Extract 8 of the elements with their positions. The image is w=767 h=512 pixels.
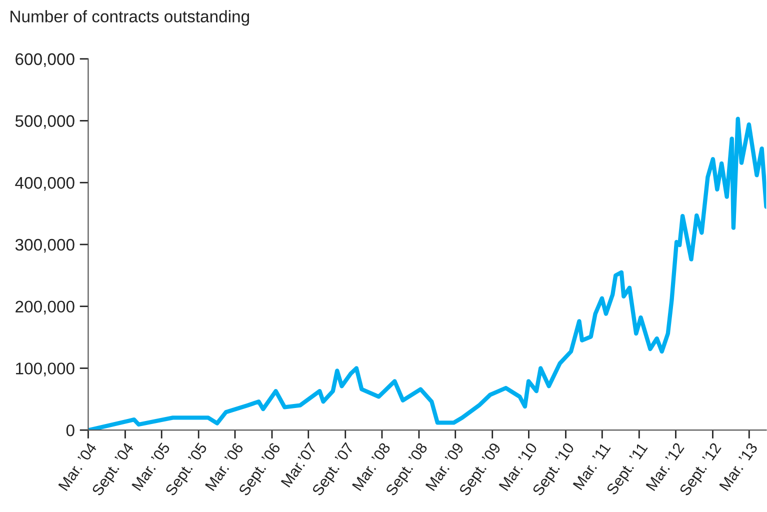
- y-tick-label: 400,000: [15, 177, 74, 191]
- y-tick-label: 0: [66, 424, 74, 436]
- y-tick-label: 500,000: [15, 115, 74, 129]
- y-axis-title: Number of contracts outstanding: [10, 10, 249, 26]
- y-tick-label: 200,000: [16, 300, 74, 315]
- y-tick-label: 300,000: [15, 238, 74, 253]
- y-tick-label: 600,000: [16, 53, 74, 68]
- y-tick-label: 100,000: [16, 362, 74, 376]
